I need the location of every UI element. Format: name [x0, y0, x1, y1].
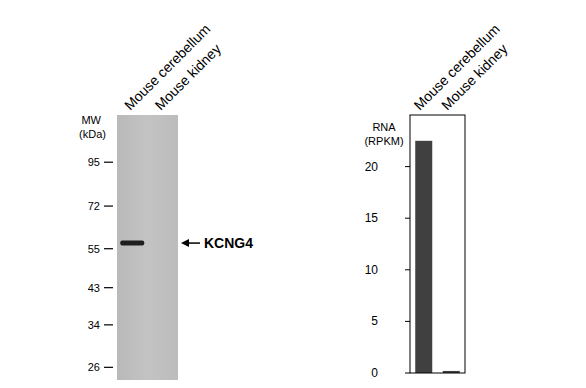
- mw-tick: [104, 367, 113, 368]
- mw-tick-label: 26: [88, 361, 100, 373]
- y-tick: [405, 321, 410, 322]
- mw-tick: [104, 205, 113, 206]
- y-axis-label: RNA: [372, 121, 396, 133]
- mw-tick: [104, 248, 113, 249]
- y-tick-label: 5: [371, 314, 378, 328]
- lane-label: Mouse kidney: [152, 41, 224, 113]
- blot-membrane: [117, 115, 178, 380]
- band-label: KCNG4: [204, 235, 253, 251]
- y-tick-label: 10: [365, 263, 379, 277]
- y-axis-label: (RPKM): [364, 135, 403, 147]
- figure: Mouse cerebellumMouse kidneyMW(kDa)95725…: [0, 0, 586, 388]
- y-tick: [405, 218, 410, 219]
- y-tick-label: 0: [371, 366, 378, 380]
- plot-frame: [410, 115, 465, 373]
- mw-tick-label: 43: [88, 282, 100, 294]
- mw-tick-label: 95: [88, 156, 100, 168]
- mw-label: MW: [81, 114, 101, 126]
- mw-tick-label: 34: [88, 319, 100, 331]
- y-tick: [405, 166, 410, 167]
- y-tick: [405, 373, 410, 374]
- bars: [415, 141, 460, 373]
- y-tick: [405, 269, 410, 270]
- blot-band: [120, 241, 144, 246]
- mw-tick: [104, 324, 113, 325]
- y-tick-label: 15: [365, 211, 379, 225]
- mw-tick: [104, 162, 113, 163]
- bar: [415, 141, 432, 373]
- category-label: Mouse kidney: [438, 41, 510, 113]
- mw-tick-label: 55: [88, 243, 100, 255]
- mw-tick-label: 72: [88, 200, 100, 212]
- y-tick-label: 20: [365, 160, 379, 174]
- arrow-head: [181, 239, 189, 247]
- mw-label: (kDa): [79, 128, 106, 140]
- mw-tick: [104, 287, 113, 288]
